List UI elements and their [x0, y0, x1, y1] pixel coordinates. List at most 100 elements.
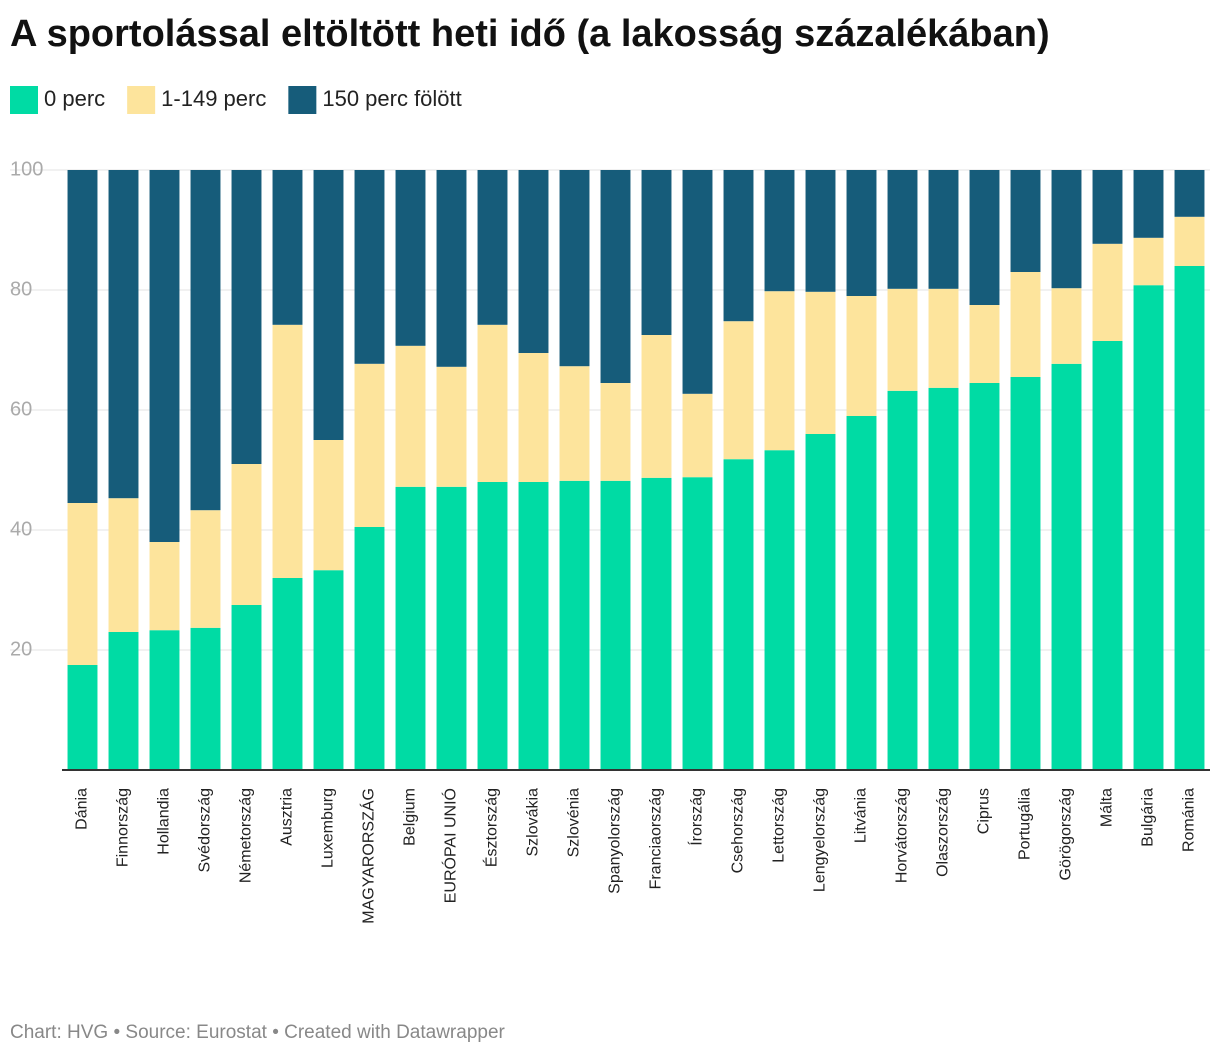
bar-segment: [764, 170, 795, 292]
x-tick-label: Görögország: [1058, 788, 1075, 881]
x-tick-label: Finnország: [115, 788, 132, 867]
bar-segment: [272, 170, 303, 325]
bar-segment: [723, 459, 754, 770]
bar-segment: [682, 393, 713, 478]
bar-segment: [805, 434, 836, 770]
legend-label: 150 perc fölött: [322, 86, 461, 111]
bar-segment: [354, 527, 385, 770]
bar-segment: [272, 578, 303, 770]
bar-segment: [1174, 216, 1205, 266]
bar-segment: [723, 170, 754, 322]
bar-segment: [1133, 170, 1164, 238]
bar-segment: [682, 477, 713, 770]
bar-segment: [231, 170, 262, 464]
y-tick-label: 40: [10, 518, 32, 540]
bar-segment: [149, 542, 180, 631]
bar-segment: [477, 324, 508, 482]
bar-segment: [1010, 170, 1041, 272]
bar-segment: [518, 482, 549, 770]
bar-segment: [67, 503, 98, 665]
bar-segment: [313, 570, 344, 770]
bar-segment: [1092, 341, 1123, 770]
bar-segment: [559, 366, 590, 481]
legend-swatch: [127, 86, 156, 114]
bar-segment: [108, 498, 139, 632]
bar-segment: [969, 170, 1000, 305]
chart-title: A sportolással eltöltött heti idő (a lak…: [10, 13, 1050, 55]
bar-segment: [395, 170, 426, 346]
y-tick-label: 20: [10, 638, 32, 660]
bar-segment: [682, 170, 713, 394]
bar-segment: [969, 383, 1000, 770]
x-tick-label: EURÓPAI UNIÓ: [441, 788, 460, 903]
bar-segment: [1174, 266, 1205, 770]
bar-segment: [518, 353, 549, 482]
bar-segment: [764, 450, 795, 770]
bar-segment: [1174, 170, 1205, 217]
x-tick-label: Litvánia: [853, 788, 870, 843]
bar-segment: [395, 345, 426, 487]
bar-segment: [436, 366, 467, 487]
y-tick-label: 80: [10, 278, 32, 300]
x-tick-label: Belgium: [402, 788, 419, 846]
bar-segment: [190, 510, 221, 628]
bar-segment: [764, 291, 795, 451]
bar-segment: [1051, 170, 1082, 289]
bar-segment: [887, 288, 918, 391]
bar-segment: [928, 288, 959, 388]
legend-swatch: [10, 86, 38, 114]
x-tick-label: Olaszország: [935, 788, 952, 877]
footer: Chart: HVG • Source: Eurostat • Created …: [10, 1022, 506, 1043]
bar-segment: [313, 440, 344, 571]
bar-segment: [559, 480, 590, 770]
bar-segment: [600, 170, 631, 383]
y-tick-label: 60: [10, 398, 32, 420]
bar-segment: [846, 296, 877, 416]
bar-segment: [928, 170, 959, 289]
bar-segment: [477, 482, 508, 770]
x-tick-label: Svédország: [197, 788, 214, 873]
x-tick-label: Németország: [238, 788, 255, 883]
bar-segment: [395, 486, 426, 770]
x-tick-label: Szlovákia: [525, 788, 542, 857]
bar-segment: [1010, 272, 1041, 377]
bar-segment: [1092, 170, 1123, 244]
bar-segment: [518, 170, 549, 353]
x-tick-label: Portugália: [1017, 788, 1034, 860]
bar-segment: [600, 383, 631, 481]
bar-segment: [887, 170, 918, 289]
bar-segment: [600, 480, 631, 770]
bar-segment: [1010, 377, 1041, 770]
bar-segment: [846, 170, 877, 296]
bar-segment: [436, 486, 467, 770]
legend-label: 1-149 perc: [161, 86, 266, 111]
bar-segment: [641, 477, 672, 770]
bar-segment: [436, 170, 467, 367]
bar-segment: [149, 630, 180, 770]
x-tick-label: Románia: [1181, 788, 1198, 852]
bar-segment: [641, 170, 672, 335]
y-tick-label: 100: [10, 158, 43, 180]
bar-segment: [887, 390, 918, 770]
x-tick-label: Hollandia: [156, 788, 173, 855]
bar-segment: [477, 170, 508, 325]
bar-segment: [969, 305, 1000, 383]
x-tick-label: Ausztria: [279, 788, 296, 846]
bar-segment: [559, 170, 590, 367]
x-tick-label: Franciaország: [648, 788, 665, 889]
bar-segment: [108, 170, 139, 499]
x-tick-label: Horvátország: [894, 788, 911, 883]
bar-segment: [149, 170, 180, 542]
bar-segment: [272, 324, 303, 578]
bar-segment: [928, 387, 959, 770]
x-tick-label: Észtország: [482, 788, 501, 867]
bar-segment: [67, 170, 98, 503]
x-tick-label: Bulgária: [1140, 788, 1157, 847]
bar-segment: [190, 627, 221, 770]
bar-segment: [1051, 288, 1082, 364]
x-tick-label: Írország: [687, 788, 706, 846]
bar-segment: [231, 464, 262, 605]
x-tick-label: Szlovénia: [566, 788, 583, 857]
x-tick-label: Csehország: [730, 788, 747, 873]
